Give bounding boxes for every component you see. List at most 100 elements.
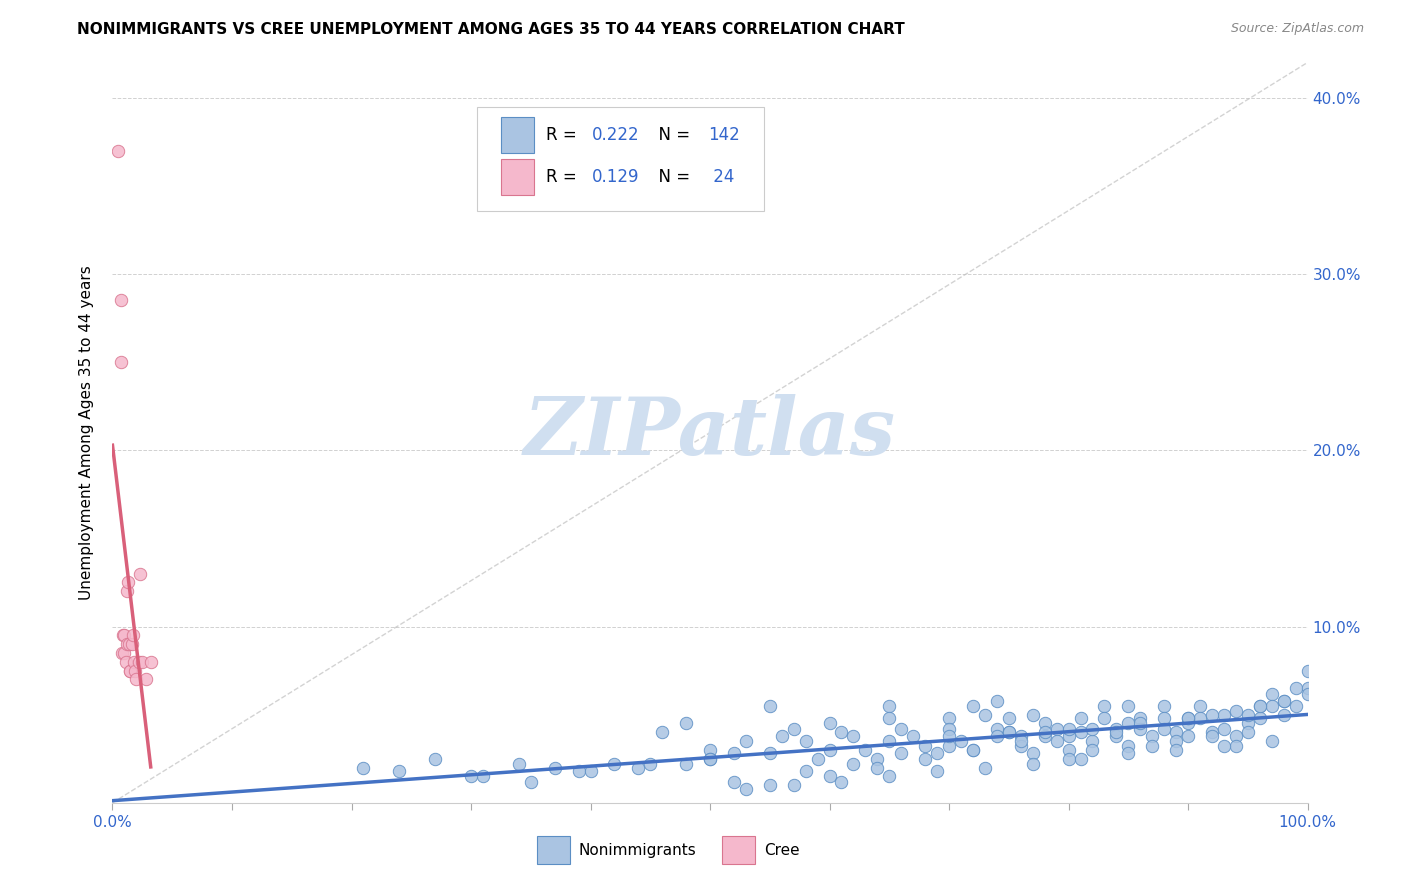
Point	[1201, 729, 1223, 743]
Point	[1022, 747, 1045, 761]
Point	[115, 637, 138, 651]
Point	[1225, 739, 1247, 754]
Point	[121, 637, 143, 651]
Point	[472, 769, 495, 783]
Point	[1010, 734, 1032, 748]
Point	[890, 747, 912, 761]
Point	[699, 752, 721, 766]
Point	[938, 711, 960, 725]
Point	[818, 769, 841, 783]
Point	[568, 764, 591, 778]
Point	[1237, 725, 1260, 739]
Point	[879, 769, 901, 783]
Point	[1201, 707, 1223, 722]
Point	[974, 760, 997, 774]
Point	[723, 774, 745, 789]
Point	[118, 637, 141, 651]
Point	[818, 743, 841, 757]
Point	[1272, 707, 1295, 722]
Point	[1201, 725, 1223, 739]
Point	[1296, 686, 1319, 700]
Point	[842, 729, 865, 743]
Point	[879, 734, 901, 748]
Point	[1129, 722, 1152, 736]
Text: ZIPatlas: ZIPatlas	[524, 394, 896, 471]
Point	[998, 725, 1021, 739]
Point	[1166, 725, 1188, 739]
Point	[1225, 704, 1247, 718]
Point	[903, 729, 925, 743]
Point	[1033, 729, 1056, 743]
Point	[1081, 743, 1104, 757]
Point	[1118, 739, 1140, 754]
Point	[890, 722, 912, 736]
Point	[1022, 707, 1045, 722]
Point	[914, 752, 936, 766]
Point	[117, 575, 139, 590]
Point	[879, 711, 901, 725]
Point	[927, 747, 949, 761]
Point	[831, 774, 853, 789]
Point	[1296, 681, 1319, 696]
Point	[866, 752, 889, 766]
Point	[855, 743, 877, 757]
Point	[759, 747, 782, 761]
Text: 0.222: 0.222	[592, 126, 640, 144]
Point	[1142, 739, 1164, 754]
Point	[1046, 734, 1069, 748]
Point	[1153, 722, 1175, 736]
Point	[110, 355, 132, 369]
Text: Nonimmigrants: Nonimmigrants	[579, 843, 696, 858]
Point	[962, 743, 984, 757]
Point	[866, 760, 889, 774]
Point	[425, 752, 447, 766]
Point	[974, 707, 997, 722]
Point	[1225, 729, 1247, 743]
Point	[938, 739, 960, 754]
FancyBboxPatch shape	[477, 107, 763, 211]
Point	[699, 743, 721, 757]
Point	[1010, 729, 1032, 743]
FancyBboxPatch shape	[501, 160, 534, 195]
FancyBboxPatch shape	[537, 836, 571, 864]
Point	[1177, 711, 1199, 725]
Point	[1129, 716, 1152, 731]
Point	[114, 628, 135, 642]
Point	[1296, 664, 1319, 678]
Point	[1213, 739, 1236, 754]
Point	[1070, 725, 1092, 739]
Point	[651, 725, 673, 739]
Point	[1105, 722, 1128, 736]
Point	[675, 716, 697, 731]
Point	[352, 760, 374, 774]
Point	[508, 757, 530, 772]
Text: Cree: Cree	[763, 843, 800, 858]
Point	[1249, 711, 1271, 725]
Y-axis label: Unemployment Among Ages 35 to 44 years: Unemployment Among Ages 35 to 44 years	[79, 265, 94, 600]
Point	[735, 781, 758, 796]
Point	[794, 764, 817, 778]
Text: N =: N =	[648, 126, 695, 144]
Point	[121, 628, 143, 642]
Text: R =: R =	[547, 169, 582, 186]
Point	[1057, 752, 1080, 766]
Text: 0.129: 0.129	[592, 169, 640, 186]
Point	[986, 722, 1008, 736]
Point	[986, 693, 1008, 707]
Text: R =: R =	[547, 126, 582, 144]
Point	[1153, 711, 1175, 725]
FancyBboxPatch shape	[501, 117, 534, 153]
Point	[1070, 752, 1092, 766]
Point	[1249, 698, 1271, 713]
Point	[1057, 729, 1080, 743]
Point	[782, 778, 804, 792]
Text: NONIMMIGRANTS VS CREE UNEMPLOYMENT AMONG AGES 35 TO 44 YEARS CORRELATION CHART: NONIMMIGRANTS VS CREE UNEMPLOYMENT AMONG…	[77, 22, 905, 37]
Point	[1166, 734, 1188, 748]
Point	[543, 760, 565, 774]
Point	[1213, 707, 1236, 722]
Point	[388, 764, 411, 778]
Point	[107, 144, 129, 158]
Point	[135, 673, 157, 687]
Point	[1094, 711, 1116, 725]
Point	[603, 757, 626, 772]
